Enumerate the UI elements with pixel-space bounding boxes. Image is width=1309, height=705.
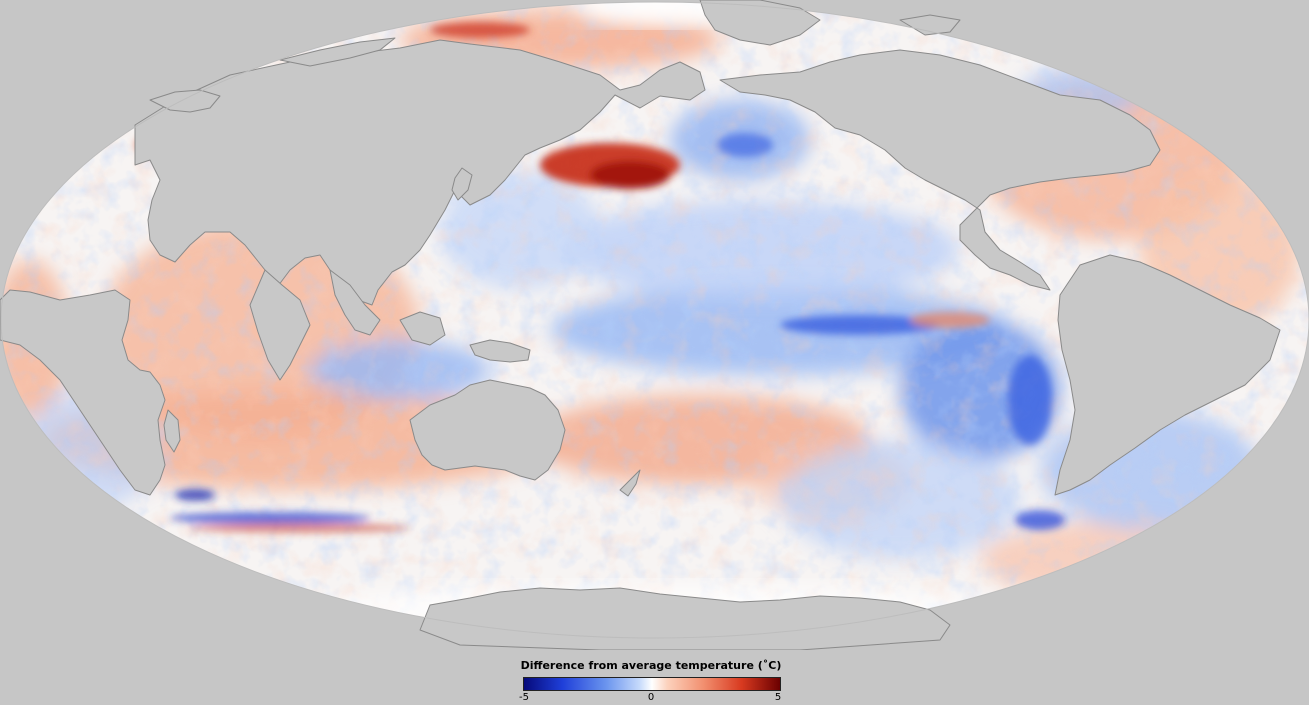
legend-color-bar [523, 677, 781, 691]
north-america-landmass [719, 49, 1161, 291]
japan [451, 167, 473, 201]
legend-title: Difference from average temperature (˚C) [520, 659, 782, 672]
south-america-landmass [1054, 254, 1281, 496]
sea-surface-temperature-anomaly-map [0, 0, 1309, 651]
arctic-islands [279, 37, 396, 67]
southeast-asia [329, 269, 381, 336]
globe-outline [0, 1, 1309, 639]
india-peninsula [249, 269, 311, 381]
arctic-islands-east [899, 14, 961, 36]
arctic-pale [575, 2, 735, 26]
borneo-sumatra [399, 311, 446, 346]
greenland [699, 0, 821, 46]
europe-bits [149, 89, 221, 113]
strong-anomalies [135, 22, 1065, 533]
australia-landmass [409, 379, 566, 481]
legend-min-label: -5 [519, 692, 529, 703]
legend-mid-label: 0 [647, 692, 655, 703]
new-guinea [469, 339, 531, 363]
landmasses [0, 0, 1281, 651]
asia-landmass [134, 39, 706, 306]
color-scale-legend: Difference from average temperature (˚C)… [519, 659, 782, 705]
map-svg [0, 0, 1309, 651]
africa-landmass [0, 289, 166, 496]
legend-max-label: 5 [774, 692, 782, 703]
new-zealand [619, 469, 641, 497]
madagascar [163, 409, 181, 453]
